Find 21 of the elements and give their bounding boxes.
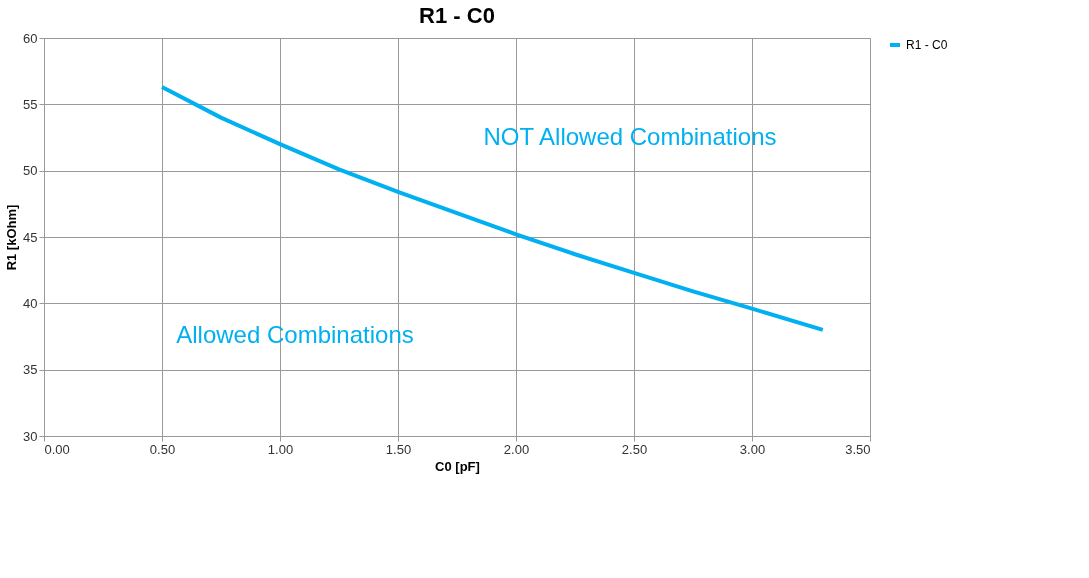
y-tick-label: 35 xyxy=(23,362,38,378)
x-tick-label: 3.00 xyxy=(739,441,766,457)
y-tick-label: 50 xyxy=(23,163,38,179)
x-tick-label: 0.00 xyxy=(44,441,70,457)
x-tick-label: 2.00 xyxy=(503,441,530,457)
y-tick-label: 45 xyxy=(23,229,38,245)
y-tick-label: 60 xyxy=(23,30,38,46)
x-tick-label: 3.50 xyxy=(845,441,871,457)
y-axis-title: R1 [kOhm] xyxy=(4,204,20,271)
legend-label: R1 - C0 xyxy=(906,38,948,52)
x-tick-label: 2.50 xyxy=(621,441,648,457)
annotation: NOT Allowed Combinations xyxy=(483,123,777,150)
y-tick-label: 30 xyxy=(23,428,38,444)
x-axis-title: C0 [pF] xyxy=(435,458,480,474)
x-tick-label: 1.00 xyxy=(267,441,294,457)
x-tick-label: 1.50 xyxy=(385,441,412,457)
chart-title: R1 - C0 xyxy=(419,3,495,28)
y-tick-label: 40 xyxy=(23,295,38,311)
y-tick-label: 55 xyxy=(23,96,38,112)
annotation: Allowed Combinations xyxy=(176,321,414,348)
x-tick-label: 0.50 xyxy=(149,441,176,457)
